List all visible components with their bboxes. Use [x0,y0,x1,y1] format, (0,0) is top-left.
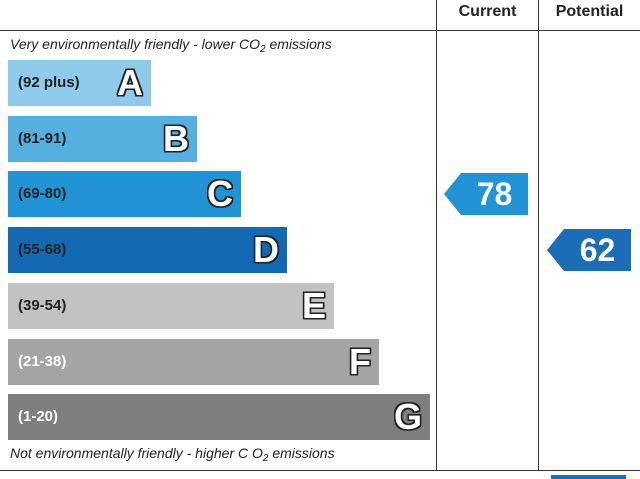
band-d-letter: D [253,229,279,270]
band-f-letter: F [349,341,371,382]
top-caption-o: O [249,36,261,52]
band-a-range: (92 plus) [18,74,80,91]
current-rating-value: 78 [461,173,528,215]
potential-column-header: Potential [555,3,624,20]
band-g-letter: G [393,396,422,437]
top-caption: Very environmentally friendly - lower CO… [10,36,332,55]
top-caption-tail: emissions [265,36,332,52]
current-rating-arrow: 78 [444,173,528,215]
band-a: (92 plus) A [8,60,151,106]
band-e: (39-54) E [8,283,334,329]
band-f: (21-38) F [8,339,379,385]
next-section-edge [551,475,626,479]
potential-arrow-tip [547,229,564,271]
band-b-range: (81-91) [18,130,67,147]
band-a-letter: A [117,62,143,103]
band-g-range: (1-20) [18,408,59,425]
top-caption-subscript: 2 [260,44,266,55]
band-e-letter: E [301,285,326,326]
bottom-caption-tail: emissions [268,445,335,461]
bottom-caption-o: O [252,445,263,461]
potential-rating-arrow: 62 [547,229,631,271]
divider-middle [538,0,539,471]
bottom-caption-subscript: 2 [262,453,269,464]
band-g: (1-20) G [8,394,430,440]
header-rule [0,30,640,31]
bottom-caption: Not environmentally friendly - higher C … [10,445,335,464]
band-c-letter: C [207,173,233,214]
band-b-letter: B [163,118,189,159]
current-column-header: Current [458,3,517,20]
band-c: (69-80) C [8,171,241,217]
top-caption-text: Very environmentally friendly - lower C [10,36,250,52]
band-b: (81-91) B [8,116,197,162]
potential-rating-value: 62 [564,229,631,271]
band-c-range: (69-80) [18,185,67,202]
band-f-range: (21-38) [18,353,67,370]
band-e-range: (39-54) [18,297,67,314]
divider-left [436,0,437,471]
band-d: (55-68) D [8,227,287,273]
current-arrow-tip [444,173,461,215]
bottom-caption-text: Not environmentally friendly - higher C [10,445,252,461]
band-d-range: (55-68) [18,241,67,258]
footer-rule [0,470,640,471]
